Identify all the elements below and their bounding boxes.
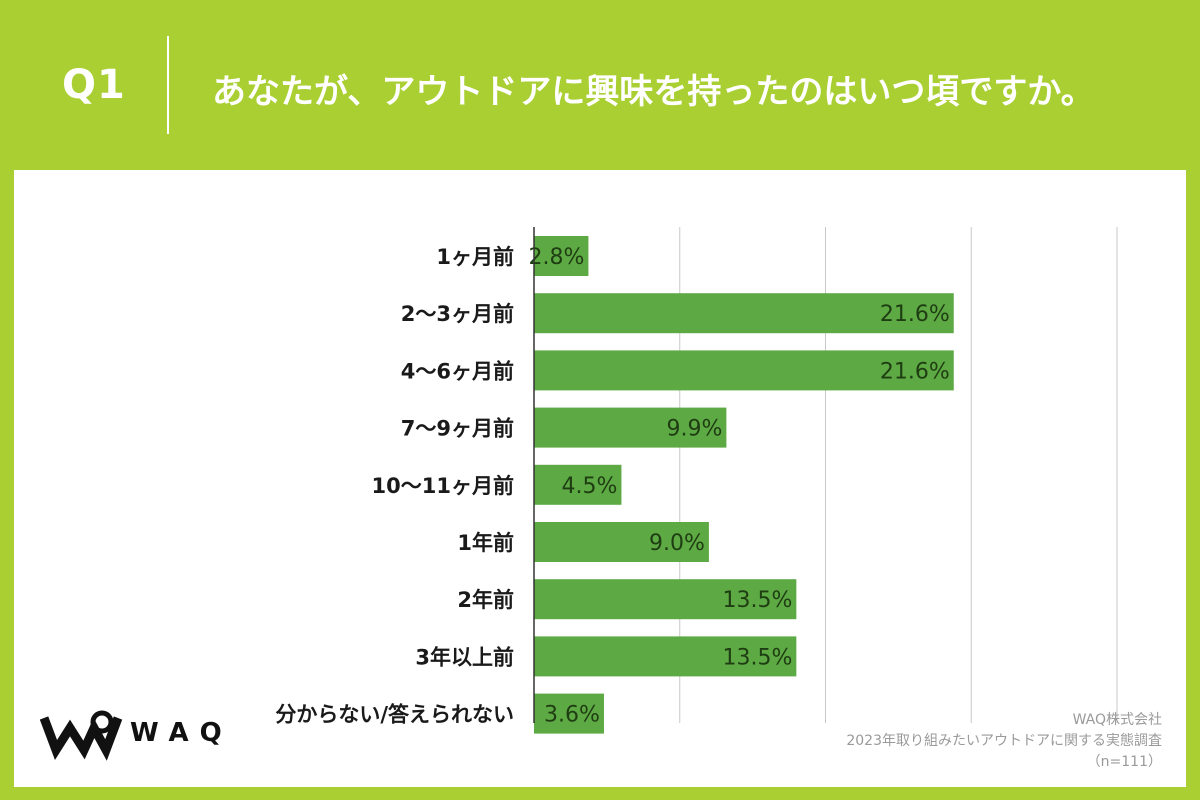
bar xyxy=(534,236,589,276)
bar xyxy=(534,464,622,505)
bar xyxy=(534,522,709,562)
data-label: 3.6% xyxy=(544,703,600,728)
question-number: Q1 xyxy=(62,62,126,108)
data-label: 2.8% xyxy=(529,245,585,270)
bar xyxy=(534,579,797,620)
category-label: 2年前 xyxy=(457,588,514,612)
category-label: 1年前 xyxy=(457,531,514,555)
category-label: 7〜9ヶ月前 xyxy=(401,417,514,441)
data-label: 9.9% xyxy=(666,417,722,442)
source-company: WAQ株式会社 xyxy=(1072,712,1162,728)
question-title: あなたが、アウトドアに興味を持ったのはいつ頃ですか。 xyxy=(212,72,1095,112)
waq-logo-icon xyxy=(40,710,123,761)
logo-wordmark: WAQ xyxy=(130,718,233,748)
category-label: 4〜6ヶ月前 xyxy=(401,359,514,383)
data-label: 13.5% xyxy=(722,645,792,670)
bar xyxy=(534,407,727,448)
bar xyxy=(534,350,954,391)
header-divider xyxy=(167,36,169,134)
category-label: 10〜11ヶ月前 xyxy=(372,474,514,498)
category-label: 3年以上前 xyxy=(415,645,514,669)
category-label: 1ヶ月前 xyxy=(436,245,514,269)
data-label: 13.5% xyxy=(722,588,792,613)
data-label: 21.6% xyxy=(880,359,950,384)
bar xyxy=(534,293,954,334)
category-label: 分からない/答えられない xyxy=(275,703,514,727)
bar xyxy=(534,693,604,734)
category-label: 2〜3ヶ月前 xyxy=(401,302,514,326)
source-note: WAQ株式会社 2023年取り組みたいアウトドアに関する実態調査 （n=111） xyxy=(846,710,1162,773)
source-survey: 2023年取り組みたいアウトドアに関する実態調査 xyxy=(846,733,1162,749)
data-label: 21.6% xyxy=(880,302,950,327)
data-label: 4.5% xyxy=(562,474,618,499)
source-sample: （n=111） xyxy=(1086,754,1162,770)
header: Q1 あなたが、アウトドアに興味を持ったのはいつ頃ですか。 xyxy=(0,0,1200,170)
data-label: 9.0% xyxy=(649,531,705,556)
bar xyxy=(534,636,797,677)
